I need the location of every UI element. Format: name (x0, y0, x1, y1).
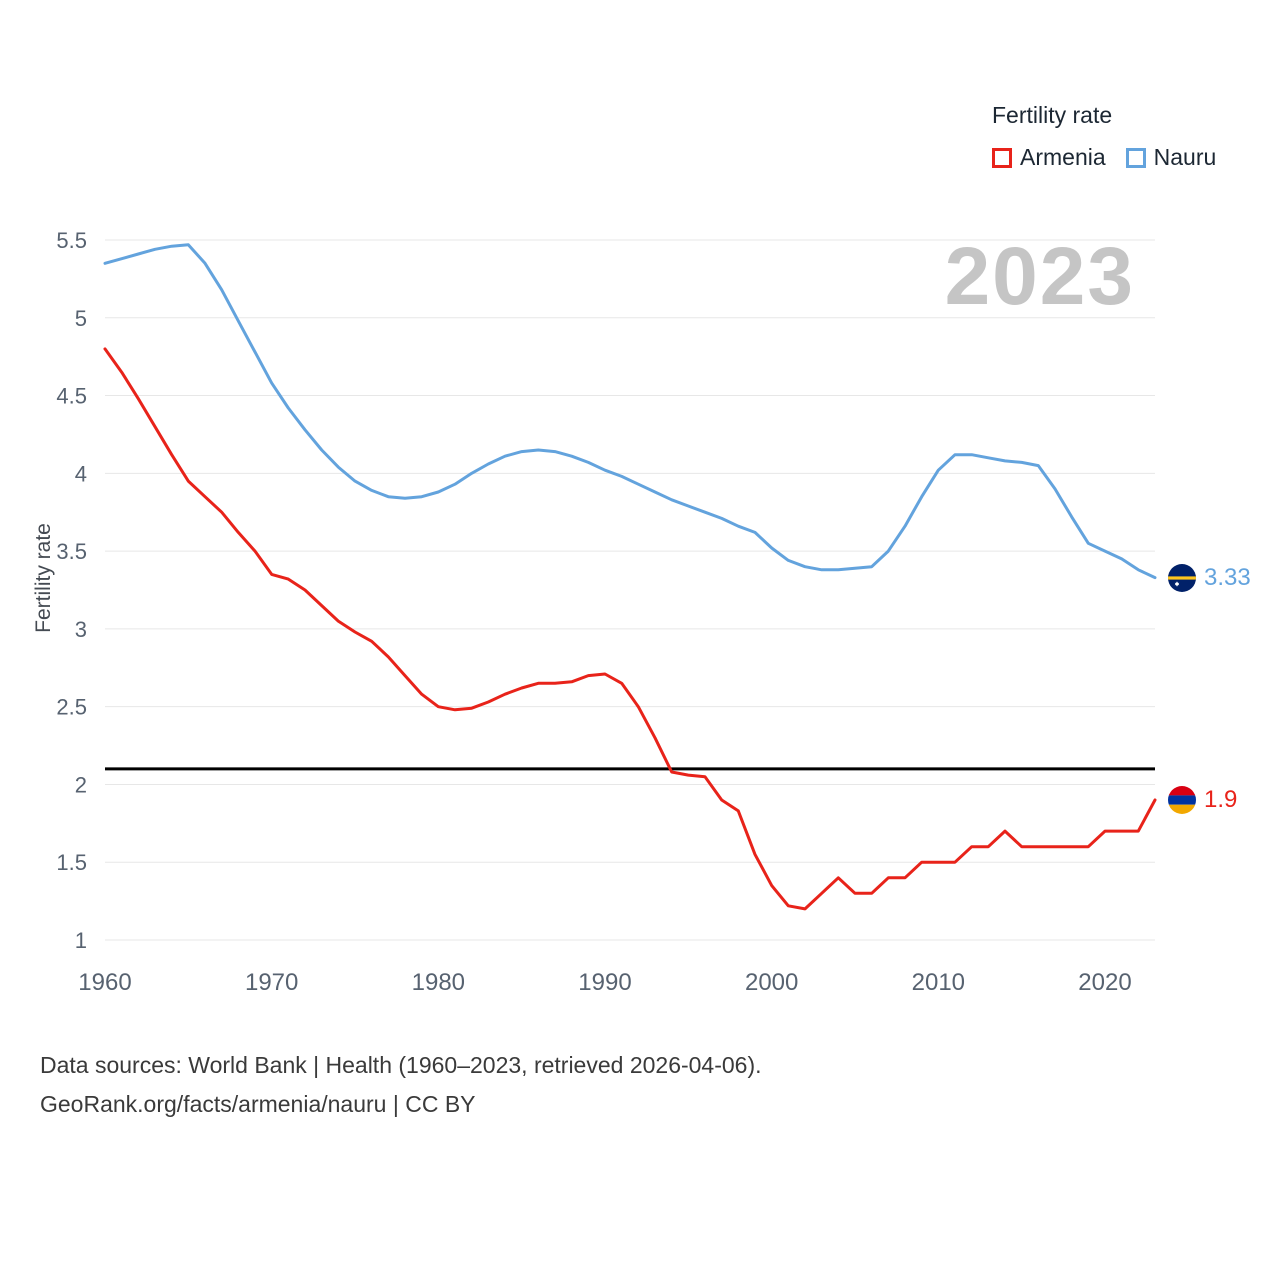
nauru-swatch-icon (1125, 147, 1146, 168)
footer: Data sources: World Bank | Health (1960–… (40, 1046, 762, 1124)
legend-item-label: Armenia (1020, 144, 1106, 170)
armenia-swatch-icon (992, 147, 1012, 168)
svg-text:1: 1 (75, 928, 87, 953)
svg-text:5.5: 5.5 (56, 228, 87, 253)
svg-text:2: 2 (75, 772, 87, 797)
legend-items: Armenia Nauru (992, 144, 1216, 171)
svg-text:4.5: 4.5 (56, 384, 87, 409)
svg-text:1980: 1980 (412, 969, 465, 996)
end-label-armenia: 1.9 (1168, 785, 1237, 815)
svg-text:5: 5 (75, 306, 87, 331)
svg-text:3.5: 3.5 (56, 539, 87, 564)
svg-text:1990: 1990 (578, 969, 631, 996)
year-watermark: 2023 (944, 231, 1135, 322)
footer-attribution: GeoRank.org/facts/armenia/nauru | CC BY (40, 1091, 476, 1117)
legend: Fertility rate Armenia Nauru (992, 102, 1216, 171)
svg-text:4: 4 (75, 461, 87, 486)
footer-sources: Data sources: World Bank | Health (1960–… (40, 1052, 762, 1078)
nauru-flag-icon (1168, 563, 1196, 592)
end-label-nauru: 3.33 (1168, 563, 1251, 593)
end-value-nauru: 3.33 (1204, 563, 1251, 591)
svg-text:2.5: 2.5 (56, 695, 87, 720)
y-axis-title: Fertility rate (32, 523, 55, 633)
armenia-flag-icon (1168, 786, 1196, 814)
svg-text:1960: 1960 (78, 969, 131, 996)
svg-text:2000: 2000 (745, 969, 798, 996)
svg-text:2010: 2010 (912, 969, 965, 996)
legend-item-nauru[interactable]: Nauru (1125, 144, 1217, 171)
legend-item-label: Nauru (1153, 144, 1217, 170)
svg-text:3: 3 (75, 617, 87, 642)
legend-title: Fertility rate (992, 102, 1113, 128)
end-value-armenia: 1.9 (1204, 786, 1238, 813)
svg-text:1.5: 1.5 (56, 850, 87, 875)
svg-text:1970: 1970 (245, 969, 298, 996)
svg-text:2020: 2020 (1078, 969, 1131, 996)
legend-item-armenia[interactable]: Armenia (992, 144, 1106, 171)
